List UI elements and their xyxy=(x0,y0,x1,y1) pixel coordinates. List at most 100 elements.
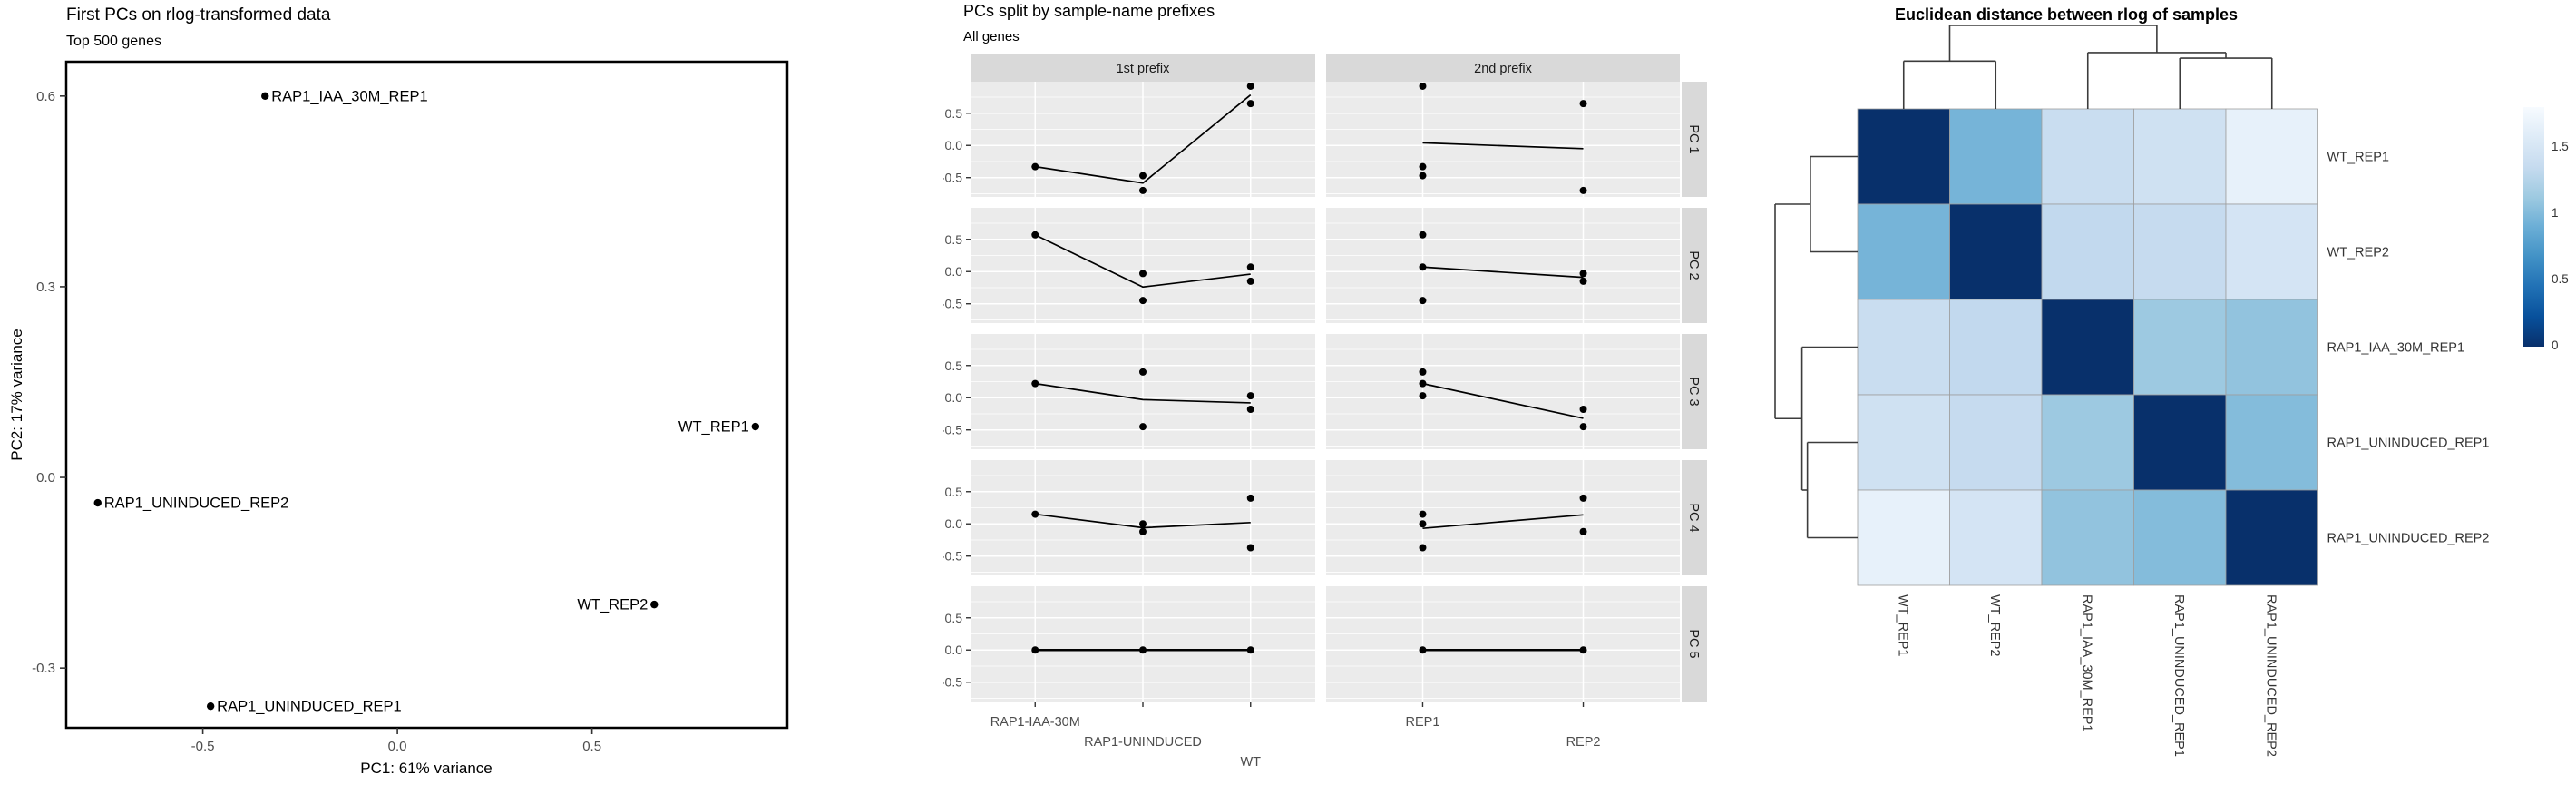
heatmap-column-label: WT_REP1 xyxy=(1896,594,1910,657)
heatmap-plot-area: WT_REP1 WT_REP1 WT_REP2 WT_REP2 RAP1_IAA_30M… xyxy=(1774,25,2569,757)
facet-data-point xyxy=(1419,544,1427,552)
heatmap-cell xyxy=(1949,108,2043,205)
heatmap-cell xyxy=(2225,108,2318,205)
facet-mean-line xyxy=(1035,513,1251,529)
facet-data-point xyxy=(1419,368,1427,376)
pc-split-panel: PCs split by sample-name prefixes All ge… xyxy=(943,0,1723,795)
heatmap-cell xyxy=(2041,489,2134,586)
facet-column-strip xyxy=(971,54,1315,82)
facet-data-point xyxy=(1139,270,1147,278)
facet-data-point xyxy=(1419,82,1427,90)
heatmap-cell xyxy=(2041,299,2134,396)
pca-data-point xyxy=(751,422,760,431)
facet-panel-background xyxy=(1326,208,1680,323)
heatmap-legend-tick-label: 1.5 xyxy=(2552,140,2569,153)
facet-row-strip-label: PC 3 xyxy=(1686,377,1701,406)
pca-point-label: RAP1_UNINDUCED_REP1 xyxy=(217,699,402,715)
pca-data-point xyxy=(206,702,215,711)
heatmap-cell xyxy=(2225,299,2318,396)
facet-data-point xyxy=(1419,379,1427,388)
facet-data-point xyxy=(1419,297,1427,305)
facet-mean-line xyxy=(1035,382,1251,404)
heatmap-cell xyxy=(2041,394,2134,491)
pc-split-svg: 1st prefix 2nd prefix 0.5 0.0 -0.5 PC 1 0.5 0.0… xyxy=(943,54,1707,770)
facet-data-point xyxy=(1579,423,1587,431)
heatmap-cell xyxy=(2133,203,2227,300)
heatmap-cell xyxy=(2133,394,2227,491)
facet-data-point xyxy=(1419,172,1427,180)
facet-data-point xyxy=(1031,646,1039,654)
facet-data-point xyxy=(1579,406,1587,414)
heatmap-column-label: WT_REP2 xyxy=(1987,594,2002,657)
heatmap-cell xyxy=(1857,108,1950,205)
facet-data-point xyxy=(1419,510,1427,518)
heatmap-cell xyxy=(2225,489,2318,586)
facet-y-tick-label: 0.0 xyxy=(945,138,963,152)
facet-x-tick-label: WT xyxy=(1240,755,1261,770)
pca-point-label: WT_REP1 xyxy=(678,419,749,436)
facet-y-tick-label: 0.5 xyxy=(945,485,963,499)
heatmap-cell xyxy=(1949,394,2043,491)
pca-point-label: WT_REP2 xyxy=(577,597,648,613)
heatmap-cell xyxy=(2133,299,2227,396)
facet-data-point xyxy=(1419,520,1427,528)
heatmap-cell xyxy=(2133,489,2227,586)
facet-data-point xyxy=(1419,392,1427,400)
facet-data-point xyxy=(1139,172,1147,180)
pca-y-tick-label: 0.3 xyxy=(36,280,55,295)
facet-x-tick-label: REP2 xyxy=(1566,735,1601,750)
pca-x-tick-label: -0.5 xyxy=(191,739,215,754)
pca-y-tick-label: 0.6 xyxy=(36,89,55,104)
heatmap-cell xyxy=(2225,394,2318,491)
pca-y-axis-title: PC2: 17% variance xyxy=(8,329,25,461)
facet-data-point xyxy=(1419,646,1427,654)
pca-x-axis-title: PC1: 61% variance xyxy=(360,760,493,777)
heatmap-cell xyxy=(1949,299,2043,396)
facet-column-strip-label: 1st prefix xyxy=(1117,62,1171,76)
facet-data-point xyxy=(1246,494,1254,502)
facet-data-point xyxy=(1139,646,1147,654)
pca-x-tick-label: 0.5 xyxy=(582,739,601,754)
facet-data-point xyxy=(1246,100,1254,108)
heatmap-row-label: RAP1_IAA_30M_REP1 xyxy=(2327,341,2465,356)
facet-y-tick-label: 0.0 xyxy=(945,516,963,531)
facet-row-strip xyxy=(1682,460,1707,575)
facet-x-tick-label: RAP1-IAA-30M xyxy=(990,715,1080,730)
pca-data-point xyxy=(650,600,659,609)
facet-data-point xyxy=(1579,494,1587,502)
facet-x-tick-label: REP1 xyxy=(1406,715,1440,730)
heatmap-row-label: WT_REP1 xyxy=(2327,151,2390,165)
pca-y-tick-label: 0.0 xyxy=(36,470,55,486)
facet-panel-background xyxy=(1326,334,1680,449)
facet-row-strip-label: PC 2 xyxy=(1686,250,1701,280)
heatmap-row-label: WT_REP2 xyxy=(2327,246,2390,260)
facet-data-point xyxy=(1031,231,1039,239)
heatmap-color-legend-bar xyxy=(2523,107,2544,347)
facet-row-strip xyxy=(1682,586,1707,702)
pca-x-tick-label: 0.0 xyxy=(388,739,407,754)
facet-data-point xyxy=(1246,646,1254,654)
pca-subtitle: Top 500 genes xyxy=(66,34,161,49)
pca-point-label: RAP1_IAA_30M_REP1 xyxy=(271,88,427,104)
facet-mean-line xyxy=(1035,93,1252,184)
facet-y-tick-label: -0.5 xyxy=(943,171,962,185)
facet-y-tick-label: 0.0 xyxy=(945,264,963,279)
heatmap-svg: WT_REP1 WT_REP1 WT_REP2 WT_REP2 RAP1_IAA_30M… xyxy=(1774,25,2569,757)
facet-panel-background xyxy=(1326,460,1680,575)
heatmap-row-label: RAP1_UNINDUCED_REP1 xyxy=(2327,437,2490,451)
heatmap-cell xyxy=(1857,394,1950,491)
facet-y-tick-label: -0.5 xyxy=(943,549,962,564)
facet-y-tick-label: 0.0 xyxy=(945,643,963,657)
facet-y-tick-label: 0.5 xyxy=(945,358,963,373)
facet-data-point xyxy=(1246,544,1254,552)
facet-data-point xyxy=(1419,263,1427,271)
facet-mean-line xyxy=(1422,142,1584,150)
heatmap-column-label: RAP1_IAA_30M_REP1 xyxy=(2080,594,2094,732)
heatmap-column-label: RAP1_UNINDUCED_REP2 xyxy=(2264,594,2278,757)
facet-column-strip-label: 2nd prefix xyxy=(1474,62,1532,76)
pca-point-label: RAP1_UNINDUCED_REP2 xyxy=(104,496,289,512)
pca-plot-border xyxy=(64,60,789,730)
heatmap-cell xyxy=(1949,489,2043,586)
facet-y-tick-label: 0.0 xyxy=(945,390,963,405)
